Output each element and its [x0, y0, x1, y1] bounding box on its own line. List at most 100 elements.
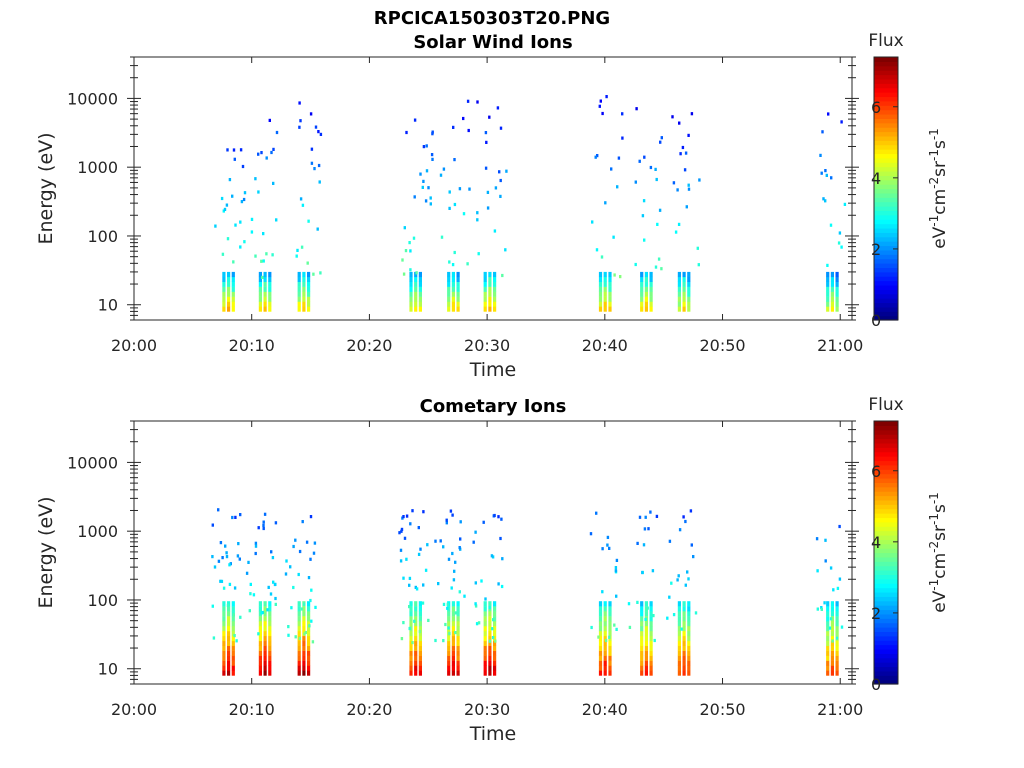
- flux-cell: [222, 281, 226, 287]
- flux-cell: [399, 559, 403, 563]
- colorbar-swatch: [874, 223, 898, 229]
- flux-cell: [456, 601, 460, 607]
- flux-cell: [468, 187, 471, 191]
- flux-cell: [231, 616, 235, 622]
- flux-cell: [689, 509, 693, 513]
- flux-cell: [676, 578, 679, 582]
- flux-cell: [287, 633, 290, 637]
- flux-cell: [231, 645, 235, 651]
- flux-cell: [488, 650, 492, 656]
- flux-cell: [431, 157, 434, 161]
- flux-cell: [826, 640, 830, 646]
- flux-cell: [222, 670, 226, 676]
- flux-cell: [660, 136, 663, 140]
- flux-cell: [826, 606, 830, 612]
- flux-cell: [832, 588, 835, 592]
- flux-cell: [414, 271, 418, 278]
- flux-cell: [274, 582, 277, 586]
- flux-cell: [483, 601, 487, 607]
- flux-cell: [418, 296, 422, 302]
- flux-cell: [263, 616, 267, 622]
- colorbar-swatch: [874, 605, 898, 611]
- colorbar-swatch: [874, 464, 898, 470]
- flux-cell: [496, 106, 500, 110]
- flux-cell: [608, 655, 612, 661]
- colorbar-swatch: [874, 675, 898, 681]
- flux-cell: [603, 606, 607, 612]
- colorbar-swatch: [874, 486, 898, 492]
- flux-cell: [591, 220, 594, 224]
- flux-cell: [603, 650, 607, 656]
- flux-cell: [687, 183, 690, 187]
- flux-cell: [822, 197, 825, 201]
- flux-cell: [447, 286, 451, 292]
- flux-cell: [644, 291, 648, 297]
- flux-cell: [227, 286, 231, 292]
- flux-cell: [608, 630, 612, 637]
- flux-cell: [597, 635, 600, 639]
- x-tick-label: 20:10: [229, 336, 275, 355]
- flux-cell: [242, 197, 246, 202]
- flux-cell: [227, 616, 231, 622]
- flux-cell: [275, 130, 279, 135]
- flux-cell: [409, 665, 413, 671]
- flux-cell: [596, 154, 599, 158]
- flux-cell: [826, 635, 830, 642]
- colorbar-swatch: [874, 657, 898, 663]
- flux-cell: [263, 626, 267, 632]
- flux-cell: [830, 281, 834, 287]
- flux-cell: [297, 301, 301, 307]
- flux-cell: [603, 281, 607, 287]
- flux-cell: [830, 621, 834, 627]
- flux-cell: [603, 276, 607, 282]
- flux-cell: [222, 611, 226, 617]
- flux-cell: [826, 630, 830, 637]
- flux-cell: [649, 510, 652, 514]
- flux-cell: [644, 640, 648, 646]
- flux-cell: [275, 218, 278, 222]
- flux-cell: [483, 271, 487, 278]
- flux-cell: [400, 527, 404, 531]
- flux-cell: [297, 286, 301, 292]
- flux-cell: [274, 596, 277, 601]
- flux-cell: [677, 640, 681, 646]
- flux-cell: [682, 626, 686, 632]
- flux-cell: [263, 306, 267, 312]
- flux-cell: [418, 650, 422, 656]
- flux-cell: [606, 535, 610, 539]
- flux-cell: [598, 104, 601, 108]
- flux-cell: [687, 271, 691, 278]
- flux-cell: [409, 306, 413, 312]
- flux-cell: [493, 306, 497, 312]
- flux-cell: [613, 623, 616, 627]
- flux-cell: [476, 211, 479, 215]
- flux-cell: [419, 547, 422, 551]
- flux-cell: [603, 635, 607, 642]
- flux-cell: [319, 271, 322, 275]
- flux-cell: [299, 197, 303, 201]
- flux-cell: [231, 286, 235, 292]
- flux-cell: [456, 655, 460, 661]
- colorbar-swatch: [874, 670, 898, 676]
- flux-cell: [595, 511, 598, 515]
- flux-cell: [488, 626, 492, 632]
- flux-cell: [488, 291, 492, 297]
- flux-cell: [258, 650, 262, 656]
- colorbar-swatch: [874, 666, 898, 672]
- flux-cell: [668, 539, 672, 543]
- flux-cell: [640, 621, 644, 627]
- flux-cell: [838, 577, 842, 581]
- flux-cell: [493, 640, 497, 646]
- flux-cell: [830, 640, 834, 646]
- flux-cell: [454, 631, 457, 635]
- flux-cell: [298, 549, 302, 554]
- flux-cell: [222, 626, 226, 632]
- flux-cell: [679, 152, 682, 156]
- flux-cell: [649, 601, 653, 607]
- flux-cell: [829, 566, 833, 570]
- flux-cell: [307, 626, 311, 632]
- flux-cell: [456, 640, 460, 646]
- flux-cell: [222, 621, 226, 627]
- flux-cell: [493, 606, 497, 612]
- flux-cell: [440, 235, 444, 239]
